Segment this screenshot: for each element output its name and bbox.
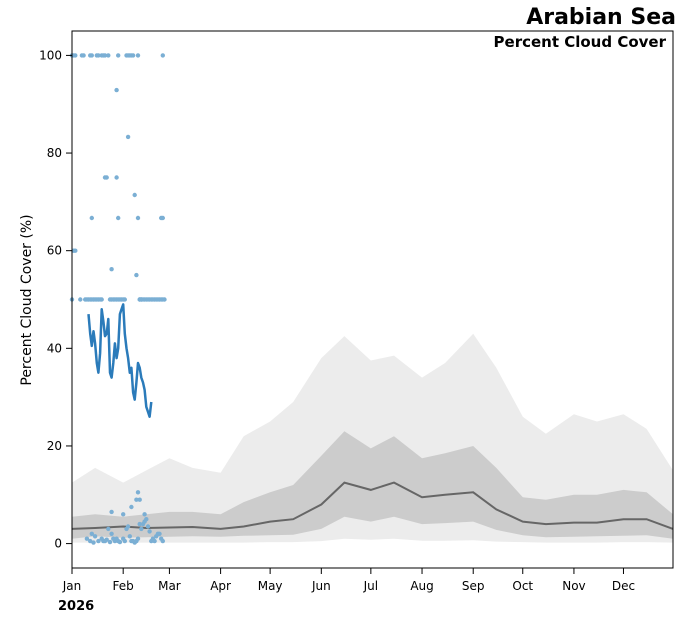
daily-point: [81, 53, 86, 58]
daily-point: [88, 538, 93, 544]
chart-title: Arabian Sea: [526, 5, 676, 30]
daily-point: [104, 175, 109, 180]
daily-point: [102, 53, 108, 58]
daily-point: [99, 297, 104, 302]
daily-point: [114, 87, 119, 93]
daily-point: [144, 517, 149, 522]
outer-percentile-band: [72, 333, 673, 543]
daily-point: [134, 272, 139, 278]
y-tick-label: 20: [47, 439, 62, 453]
x-tick-label: Dec: [612, 579, 635, 593]
daily-point: [147, 529, 152, 534]
daily-point: [89, 215, 95, 221]
daily-point: [73, 248, 78, 253]
daily-point: [122, 297, 128, 302]
x-tick-label: Aug: [410, 579, 433, 593]
daily-point: [130, 53, 136, 58]
inner-percentile-band: [72, 431, 673, 539]
daily-point: [89, 53, 95, 58]
daily-point: [106, 53, 111, 58]
daily-point: [121, 512, 126, 517]
daily-point: [125, 524, 131, 529]
daily-point: [135, 536, 141, 541]
daily-point: [157, 531, 162, 536]
daily-point: [135, 490, 141, 495]
daily-point: [152, 538, 157, 544]
plot-area: [69, 53, 674, 545]
daily-point: [109, 531, 114, 536]
daily-point: [91, 540, 96, 545]
daily-point: [89, 531, 95, 536]
daily-point: [134, 497, 139, 502]
x-tick-label: Jun: [311, 579, 331, 593]
daily-point: [114, 175, 119, 180]
daily-point: [160, 53, 165, 58]
daily-point: [160, 215, 165, 221]
daily-point: [137, 497, 142, 502]
chart-subtitle: Percent Cloud Cover: [494, 33, 667, 51]
median-line: [71, 481, 674, 530]
daily-point: [162, 297, 167, 302]
daily-point: [139, 526, 144, 532]
daily-point: [109, 267, 114, 272]
daily-point: [135, 215, 141, 221]
daily-point: [73, 53, 78, 58]
daily-point: [102, 538, 108, 544]
y-tick-label: 40: [47, 341, 62, 355]
x-tick-label: Nov: [562, 579, 585, 593]
plot-frame: [71, 30, 674, 569]
daily-point: [84, 536, 90, 541]
daily-point: [96, 538, 101, 544]
daily-point: [117, 539, 123, 545]
daily-point: [160, 538, 165, 544]
y-axis-title: Percent Cloud Cover (%): [19, 214, 35, 385]
x-tick-label: May: [258, 579, 283, 593]
daily-point: [96, 53, 101, 58]
x-tick-label: Jan: [62, 579, 82, 593]
daily-point: [92, 534, 98, 539]
daily-point: [127, 534, 132, 539]
daily-point: [129, 504, 134, 510]
daily-point: [135, 53, 141, 58]
year-label: 2026: [58, 599, 94, 614]
daily-point: [78, 297, 83, 302]
x-tick-label: Oct: [512, 579, 533, 593]
daily-point: [122, 538, 128, 544]
x-tick-label: Sep: [462, 579, 485, 593]
daily-point: [137, 521, 142, 527]
daily-point: [125, 134, 131, 140]
daily-point: [142, 512, 147, 517]
y-tick-label: 80: [47, 146, 62, 160]
x-tick-label: Jul: [363, 579, 378, 593]
daily-point: [132, 192, 137, 198]
daily-point: [139, 297, 144, 302]
axes: Jan Feb Mar Apr May Jun Jul Aug Sep Oct Nov Dec 0 20 4…: [39, 48, 635, 593]
daily-point: [106, 526, 111, 532]
daily-point: [145, 524, 151, 529]
current-year-line: [87, 303, 153, 418]
x-tick-label: Feb: [113, 579, 134, 593]
x-tick-label: Apr: [210, 579, 231, 593]
daily-point: [109, 509, 114, 515]
y-tick-label: 100: [39, 48, 62, 62]
daily-point: [107, 539, 113, 545]
x-tick-label: Mar: [158, 579, 181, 593]
daily-point: [116, 215, 121, 221]
y-tick-label: 60: [47, 244, 62, 258]
y-tick-label: 0: [54, 537, 62, 551]
daily-point: [116, 53, 121, 58]
